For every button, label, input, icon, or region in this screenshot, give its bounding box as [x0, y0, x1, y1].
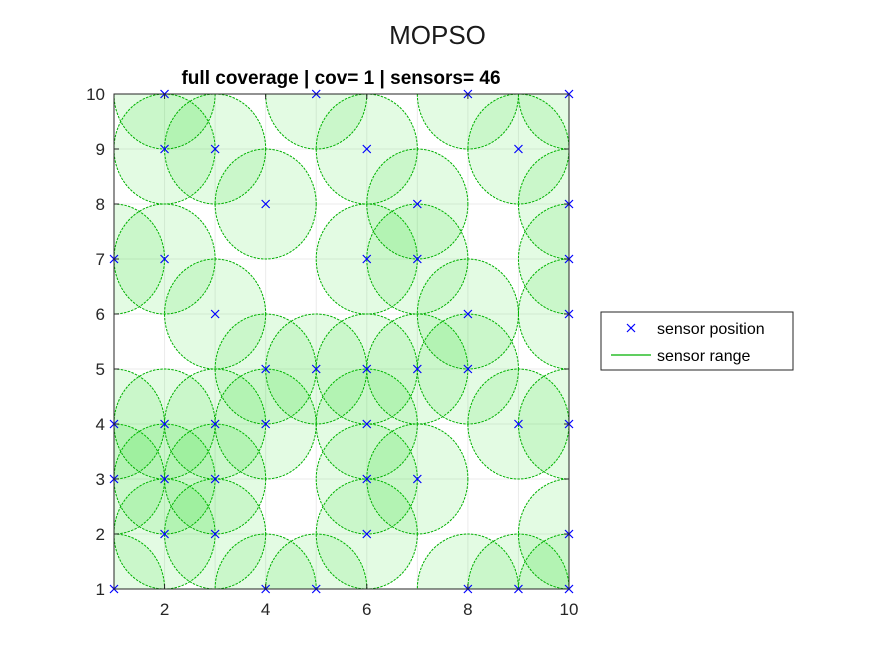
marker-stroke — [514, 144, 523, 154]
sensor-range-circle — [517, 368, 569, 480]
x-tick-label: 4 — [261, 600, 270, 619]
sensor-marker-x-icon — [160, 529, 169, 539]
x-tick-label: 10 — [560, 600, 579, 619]
y-tick-label: 10 — [86, 85, 105, 104]
plot-area — [114, 94, 569, 589]
y-tick-label: 9 — [96, 140, 105, 159]
legend-marker-x-icon — [626, 323, 636, 333]
sensor-marker-x-icon — [412, 199, 422, 209]
marker-stroke — [210, 474, 220, 484]
x-tick-label: 6 — [362, 600, 371, 619]
legend-entry-sensor-position: sensor position — [657, 321, 765, 338]
sensor-marker-x-icon — [261, 364, 271, 374]
sensor-marker-x-icon — [514, 419, 523, 429]
sensor-marker-x-icon — [362, 419, 372, 429]
sensor-marker-x-icon — [261, 199, 271, 209]
sensor-range-circle — [416, 94, 519, 150]
marker-stroke — [261, 364, 271, 374]
sensor-marker-x-icon — [412, 364, 422, 374]
x-tick-label: 8 — [463, 600, 472, 619]
sensor-marker-x-icon — [311, 364, 321, 374]
marker-stroke — [412, 199, 422, 209]
axes-box — [113, 93, 570, 590]
x-tick-label: 2 — [160, 600, 169, 619]
sensor-marker-x-icon — [514, 144, 523, 154]
marker-stroke — [362, 419, 372, 429]
sensor-marker-x-icon — [362, 144, 372, 154]
y-tick-label: 6 — [96, 305, 105, 324]
sensor-range-circle — [517, 533, 569, 589]
marker-stroke — [362, 144, 372, 154]
sensor-range-circle — [517, 94, 569, 150]
sensor-range-circle — [517, 478, 569, 589]
sensor-marker-x-icon — [160, 419, 169, 429]
sensor-marker-x-icon — [362, 254, 372, 264]
marker-stroke — [463, 364, 473, 374]
sensor-marker-x-icon — [210, 529, 220, 539]
marker-stroke — [412, 364, 422, 374]
sensor-range-circle — [114, 533, 166, 589]
sensor-marker-x-icon — [463, 364, 473, 374]
sensor-marker-x-icon — [210, 309, 220, 319]
legend-entry-sensor-range: sensor range — [657, 348, 750, 365]
y-tick-label: 7 — [96, 250, 105, 269]
sensor-range-circle — [517, 203, 569, 315]
y-tick-label: 2 — [96, 525, 105, 544]
figure-title: MOPSO — [389, 20, 486, 50]
sensor-marker-x-icon — [463, 309, 473, 319]
marker-stroke — [514, 419, 523, 429]
marker-stroke — [463, 309, 473, 319]
marker-stroke — [210, 144, 220, 154]
legend-box — [600, 311, 794, 371]
sensor-range-circle — [517, 258, 569, 370]
sensor-marker-x-icon — [412, 474, 422, 484]
sensor-range-circle — [517, 148, 569, 260]
y-tick-label: 8 — [96, 195, 105, 214]
marker-stroke — [210, 529, 220, 539]
marker-stroke — [412, 254, 422, 264]
legend[interactable]: sensor position sensor range — [600, 311, 794, 371]
marker-stroke — [362, 254, 372, 264]
sensor-range-circle — [416, 533, 519, 589]
sensor-marker-x-icon — [412, 254, 422, 264]
sensor-marker-x-icon — [160, 254, 169, 264]
marker-stroke — [160, 474, 169, 484]
marker-stroke — [160, 419, 169, 429]
axes-title: full coverage | cov= 1 | sensors= 46 — [181, 68, 500, 89]
y-tick-label: 3 — [96, 470, 105, 489]
marker-stroke — [160, 529, 169, 539]
marker-stroke — [261, 419, 271, 429]
sensor-range-circle — [467, 533, 569, 589]
sensor-marker-x-icon — [210, 474, 220, 484]
y-tick-label: 1 — [96, 580, 105, 599]
sensor-marker-x-icon — [160, 144, 169, 154]
marker-stroke — [210, 419, 220, 429]
marker-stroke — [160, 254, 169, 264]
marker-stroke — [261, 199, 271, 209]
sensor-range-circle — [265, 94, 368, 150]
sensor-marker-x-icon — [362, 529, 372, 539]
y-tick-label: 4 — [96, 415, 105, 434]
y-tick-label: 5 — [96, 360, 105, 379]
marker-stroke — [362, 474, 372, 484]
marker-stroke — [311, 364, 321, 374]
sensor-marker-x-icon — [160, 474, 169, 484]
marker-stroke — [362, 364, 372, 374]
sensor-marker-x-icon — [210, 144, 220, 154]
marker-stroke — [412, 474, 422, 484]
sensor-marker-x-icon — [362, 474, 372, 484]
marker-stroke — [160, 144, 169, 154]
grid — [113, 93, 570, 590]
marker-stroke — [362, 529, 372, 539]
sensor-marker-x-icon — [261, 419, 271, 429]
sensor-marker-x-icon — [362, 364, 372, 374]
sensor-range-circle — [265, 533, 368, 589]
sensor-marker-x-icon — [210, 419, 220, 429]
marker-stroke — [210, 309, 220, 319]
